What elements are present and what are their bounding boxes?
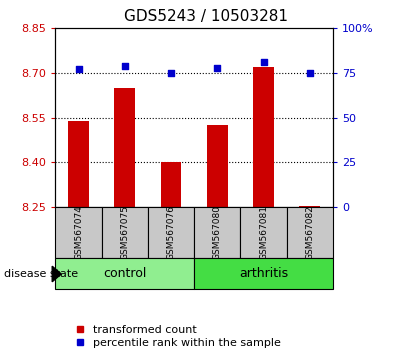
Point — [75, 67, 82, 72]
Bar — [299, 206, 320, 207]
Point — [307, 70, 313, 76]
Text: GSM567076: GSM567076 — [166, 205, 175, 260]
Bar — [207, 125, 228, 207]
Bar — [253, 67, 274, 207]
Bar — [287, 207, 333, 258]
Bar — [161, 162, 182, 207]
Bar — [55, 207, 102, 258]
Text: GDS5243 / 10503281: GDS5243 / 10503281 — [123, 9, 288, 24]
Point — [260, 59, 267, 65]
Legend: transformed count, percentile rank within the sample: transformed count, percentile rank withi… — [76, 325, 281, 348]
Bar — [55, 258, 194, 289]
Point — [122, 63, 128, 69]
Bar — [194, 207, 240, 258]
Text: GSM567080: GSM567080 — [213, 205, 222, 260]
Bar — [240, 207, 287, 258]
Point — [214, 65, 221, 70]
Text: GSM567075: GSM567075 — [120, 205, 129, 260]
Text: control: control — [103, 267, 147, 280]
Text: arthritis: arthritis — [239, 267, 288, 280]
Point — [168, 70, 174, 76]
Bar — [114, 88, 135, 207]
Text: disease state: disease state — [4, 269, 78, 279]
Bar — [148, 207, 194, 258]
Bar — [102, 207, 148, 258]
Bar — [68, 121, 89, 207]
Text: GSM567081: GSM567081 — [259, 205, 268, 260]
Text: GSM567082: GSM567082 — [305, 205, 314, 260]
Text: GSM567074: GSM567074 — [74, 205, 83, 260]
Bar — [194, 258, 333, 289]
